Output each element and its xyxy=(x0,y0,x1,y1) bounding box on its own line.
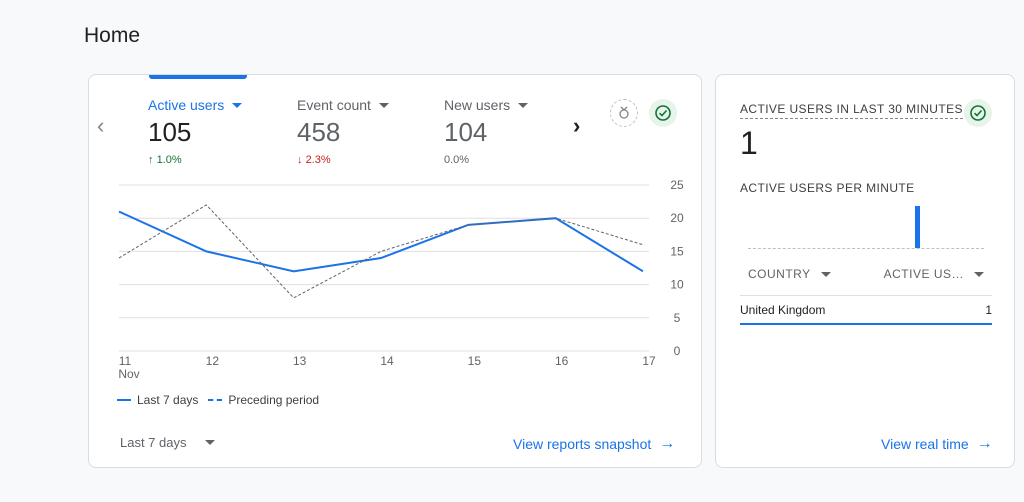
per-minute-bar-chart xyxy=(748,205,984,249)
dropdown-arrow-icon xyxy=(974,271,984,277)
check-circle-icon[interactable] xyxy=(964,99,992,127)
date-range-select[interactable]: Last 7 days xyxy=(120,435,215,450)
link-label: View real time xyxy=(881,436,969,452)
date-range-label: Last 7 days xyxy=(120,435,187,450)
column-label: ACTIVE US… xyxy=(883,267,964,281)
x-tick-label: 12 xyxy=(206,354,220,368)
column-label: COUNTRY xyxy=(748,267,811,281)
realtime-table-header: COUNTRY ACTIVE US… xyxy=(740,267,992,281)
insights-glyph-icon xyxy=(619,106,629,119)
row-value-bar xyxy=(740,323,992,325)
chart-legend: Last 7 days Preceding period xyxy=(117,393,319,407)
page-title: Home xyxy=(84,24,141,47)
minute-bar xyxy=(914,206,920,248)
dashed-line-icon xyxy=(208,399,223,401)
metric-label: New users xyxy=(444,97,529,113)
dropdown-arrow-icon xyxy=(204,440,215,445)
x-tick-label: 11 xyxy=(119,354,132,368)
x-tick-label: 16 xyxy=(555,354,569,368)
series-line-preceding xyxy=(118,204,644,299)
link-label: View reports snapshot xyxy=(513,436,652,452)
legend-label: Last 7 days xyxy=(137,393,199,407)
x-tick-label: 15 xyxy=(468,354,482,368)
check-glyph-icon xyxy=(655,105,671,121)
metric-label: Active users xyxy=(148,97,243,113)
insights-icon[interactable] xyxy=(610,99,638,127)
metric-event-count[interactable]: Event count 458 ↓ 2.3% xyxy=(297,97,389,166)
realtime-card: ACTIVE USERS IN LAST 30 MINUTES 1 ACTIVE… xyxy=(715,74,1015,468)
x-tick-label: 13 xyxy=(293,354,307,368)
realtime-title: ACTIVE USERS IN LAST 30 MINUTES xyxy=(740,102,963,119)
y-tick-label: 20 xyxy=(670,211,684,225)
country-column-header[interactable]: COUNTRY xyxy=(748,267,831,281)
y-tick-label: 5 xyxy=(674,311,681,325)
overview-card: ‹ Active users 105 ↑ 1.0% Event count 45… xyxy=(88,74,702,468)
arrow-up-icon: ↑ xyxy=(148,154,154,166)
table-row[interactable]: United Kingdom 1 xyxy=(740,301,992,317)
metric-value: 105 xyxy=(148,117,192,147)
solid-line-icon xyxy=(117,399,131,401)
metric-delta: ↑ 1.0% xyxy=(148,154,182,166)
y-tick-label: 25 xyxy=(670,178,684,192)
metric-value: 104 xyxy=(444,117,488,147)
metric-active-users[interactable]: Active users 105 ↑ 1.0% xyxy=(148,97,243,166)
dropdown-arrow-icon xyxy=(820,271,831,277)
dropdown-arrow-icon xyxy=(232,102,243,108)
metric-value: 458 xyxy=(297,117,341,147)
realtime-value: 1 xyxy=(740,125,758,161)
dropdown-arrow-icon xyxy=(518,102,529,108)
view-real-time-link[interactable]: View real time → xyxy=(881,435,993,453)
legend-item-previous: Preceding period xyxy=(208,393,319,407)
line-chart: 0 5 10 15 20 25 11 12 13 14 15 16 17 Nov xyxy=(118,178,684,381)
dropdown-arrow-icon xyxy=(378,102,389,108)
value-cell: 1 xyxy=(985,303,992,317)
realtime-subtitle: ACTIVE USERS PER MINUTE xyxy=(740,181,915,195)
x-sublabel: Nov xyxy=(118,367,139,381)
metric-new-users[interactable]: New users 104 0.0% xyxy=(444,97,529,166)
arrow-right-icon: → xyxy=(659,435,676,452)
chevron-left-icon[interactable]: ‹ xyxy=(97,113,105,138)
metric-delta: ↓ 2.3% xyxy=(297,154,331,166)
check-glyph-icon xyxy=(970,105,986,121)
divider xyxy=(740,295,992,296)
view-reports-snapshot-link[interactable]: View reports snapshot → xyxy=(513,435,675,453)
y-tick-label: 0 xyxy=(674,344,681,358)
country-cell: United Kingdom xyxy=(740,303,826,317)
x-tick-label: 17 xyxy=(642,354,656,368)
y-tick-label: 15 xyxy=(670,244,684,258)
active-users-column-header[interactable]: ACTIVE US… xyxy=(884,267,984,281)
legend-label: Preceding period xyxy=(228,393,320,407)
check-circle-icon[interactable] xyxy=(649,99,677,127)
metric-delta: 0.0% xyxy=(444,154,470,166)
active-tab-indicator xyxy=(149,75,247,79)
x-tick-label: 14 xyxy=(380,354,394,368)
legend-item-current: Last 7 days xyxy=(117,393,198,407)
chevron-right-icon[interactable]: › xyxy=(573,113,581,138)
metric-label: Event count xyxy=(297,97,389,113)
arrow-right-icon: → xyxy=(976,435,993,452)
y-tick-label: 10 xyxy=(670,278,684,292)
arrow-down-icon: ↓ xyxy=(297,154,303,166)
